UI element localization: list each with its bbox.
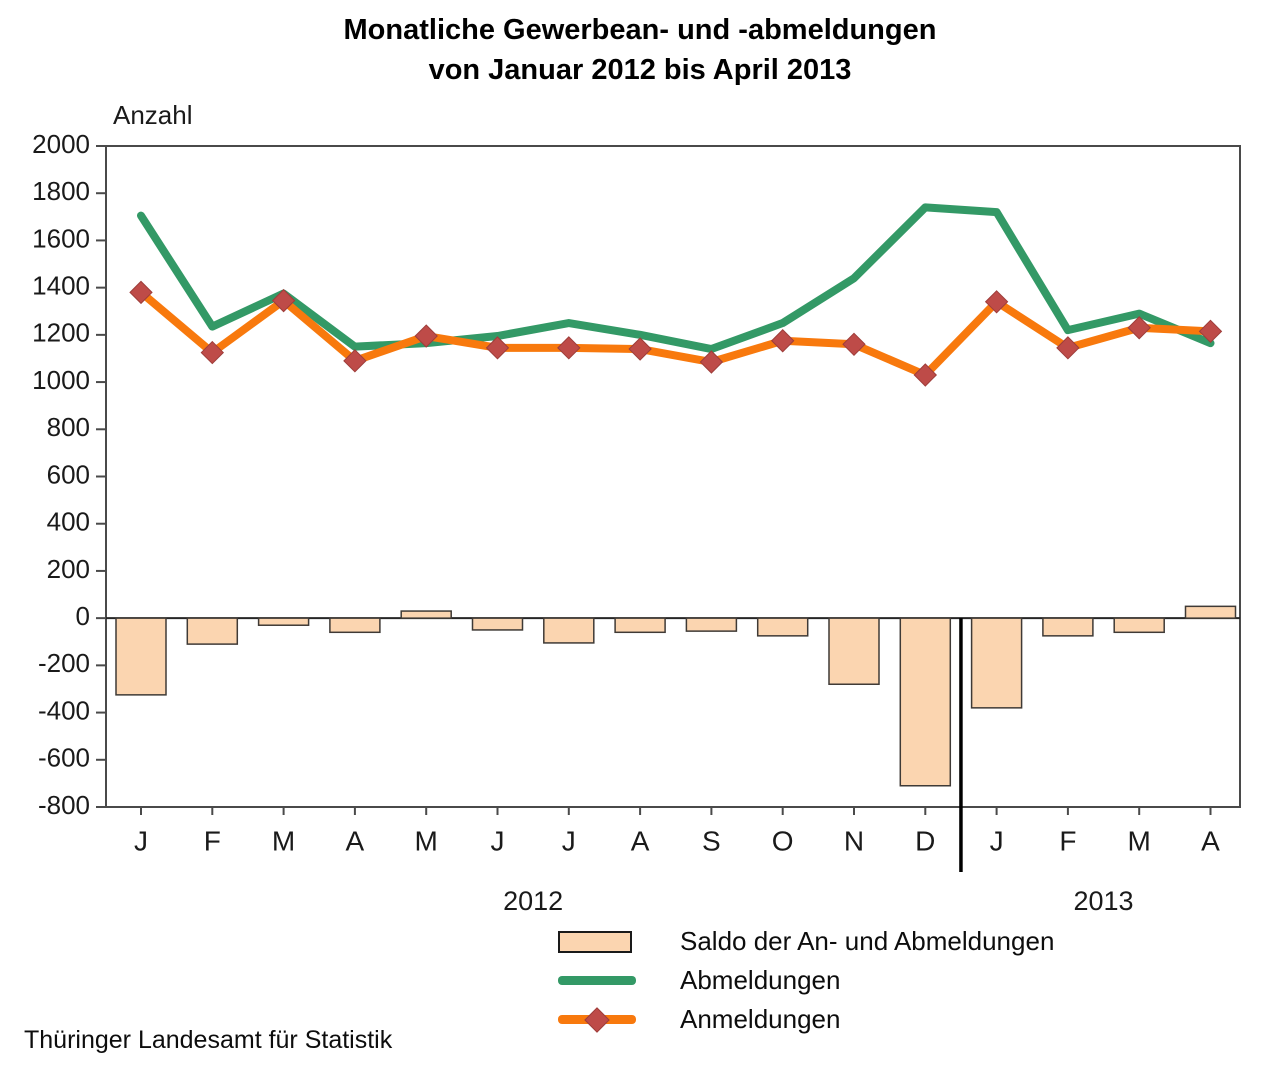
svg-text:800: 800	[47, 412, 90, 442]
svg-text:N: N	[844, 825, 864, 856]
svg-text:M: M	[272, 825, 295, 856]
svg-text:1000: 1000	[32, 365, 90, 395]
svg-text:A: A	[1201, 825, 1220, 856]
svg-text:A: A	[631, 825, 650, 856]
svg-text:D: D	[915, 825, 935, 856]
svg-text:J: J	[562, 825, 576, 856]
svg-text:2013: 2013	[1074, 886, 1134, 916]
svg-text:-400: -400	[38, 695, 90, 725]
svg-text:1600: 1600	[32, 223, 90, 253]
svg-text:F: F	[204, 825, 221, 856]
svg-text:O: O	[772, 825, 794, 856]
chart-title: Monatliche Gewerbean- und -abmeldungen v…	[0, 10, 1280, 90]
svg-text:1400: 1400	[32, 271, 90, 301]
diamond-marker-icon	[584, 1006, 610, 1033]
svg-text:2000: 2000	[32, 129, 90, 159]
legend-item-saldo: Saldo der An- und Abmeldungen	[558, 922, 1054, 961]
svg-text:J: J	[491, 825, 505, 856]
svg-text:2012: 2012	[503, 886, 563, 916]
svg-text:A: A	[346, 825, 365, 856]
y-axis-title: Anzahl	[113, 100, 193, 130]
svg-text:-600: -600	[38, 743, 90, 773]
legend-label-saldo: Saldo der An- und Abmeldungen	[680, 926, 1055, 956]
svg-text:J: J	[134, 825, 148, 856]
saldo-bar-swatch-icon	[558, 930, 632, 953]
svg-text:200: 200	[47, 554, 90, 584]
svg-text:M: M	[1128, 825, 1151, 856]
legend-item-abmeldungen: Abmeldungen	[558, 961, 1054, 1000]
svg-text:J: J	[990, 825, 1004, 856]
abmeldungen-line-swatch-icon	[558, 976, 636, 985]
legend-item-anmeldungen: Anmeldungen	[558, 1000, 1054, 1039]
svg-text:1200: 1200	[32, 318, 90, 348]
svg-text:M: M	[415, 825, 438, 856]
legend-label-anmeldungen: Anmeldungen	[680, 1004, 841, 1034]
chart-legend: Saldo der An- und Abmeldungen Abmeldunge…	[558, 922, 1054, 1039]
source-attribution: Thüringer Landesamt für Statistik	[24, 1026, 393, 1054]
chart-title-line2: von Januar 2012 bis April 2013	[428, 54, 852, 86]
svg-text:-800: -800	[38, 790, 90, 820]
svg-text:-200: -200	[38, 648, 90, 678]
chart-title-line1: Monatliche Gewerbean- und -abmeldungen	[343, 14, 937, 46]
svg-text:600: 600	[47, 459, 90, 489]
svg-text:400: 400	[47, 507, 90, 537]
anmeldungen-line-swatch-icon	[558, 1006, 636, 1033]
svg-text:S: S	[702, 825, 721, 856]
svg-text:0: 0	[76, 601, 90, 631]
svg-text:F: F	[1059, 825, 1076, 856]
legend-label-abmeldungen: Abmeldungen	[680, 965, 841, 995]
svg-text:1800: 1800	[32, 176, 90, 206]
